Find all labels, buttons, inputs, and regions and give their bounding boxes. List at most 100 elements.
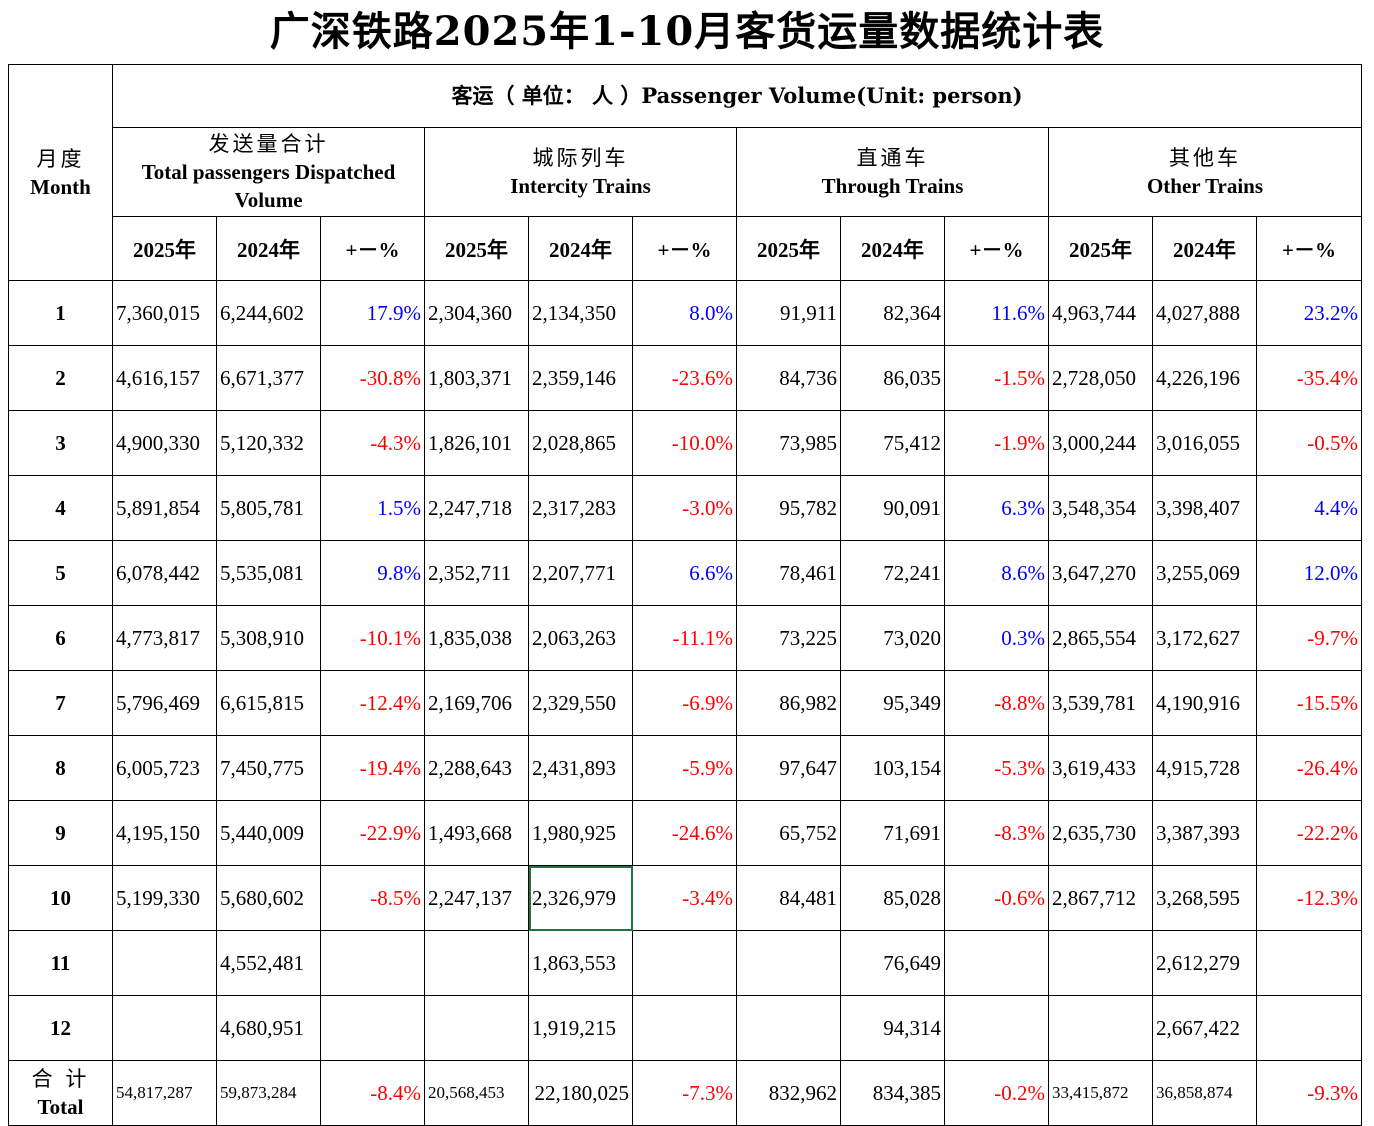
value-cell[interactable]: 2,865,554 — [1048, 605, 1153, 671]
percent-change-cell[interactable]: -1.9% — [944, 410, 1049, 476]
value-cell[interactable]: 1,919,215 — [528, 995, 633, 1061]
value-cell[interactable]: 2,359,146 — [528, 345, 633, 411]
value-cell[interactable]: 5,805,781 — [216, 475, 321, 541]
value-cell[interactable]: 2,134,350 — [528, 280, 633, 346]
month-cell[interactable]: 3 — [8, 410, 113, 476]
value-cell[interactable]: 2,667,422 — [1152, 995, 1257, 1061]
subheader-cell[interactable]: +－% — [632, 216, 737, 281]
month-cell[interactable]: 8 — [8, 735, 113, 801]
month-cell[interactable]: 4 — [8, 475, 113, 541]
value-cell[interactable]: 2,326,979 — [528, 865, 633, 931]
percent-change-cell[interactable]: -10.0% — [632, 410, 737, 476]
percent-change-cell[interactable]: 4.4% — [1256, 475, 1362, 541]
value-cell[interactable]: 4,680,951 — [216, 995, 321, 1061]
value-cell[interactable]: 3,255,069 — [1152, 540, 1257, 606]
percent-change-cell[interactable]: 8.6% — [944, 540, 1049, 606]
value-cell[interactable]: 2,169,706 — [424, 670, 529, 736]
total-value-cell[interactable]: 54,817,287 — [112, 1060, 217, 1126]
value-cell[interactable]: 6,671,377 — [216, 345, 321, 411]
group-header-intercity[interactable]: 城际列车 Intercity Trains — [424, 127, 737, 217]
subheader-cell[interactable]: 2025年 — [424, 216, 529, 281]
percent-change-cell[interactable]: -0.5% — [1256, 410, 1362, 476]
percent-change-cell[interactable]: -8.5% — [320, 865, 425, 931]
value-cell[interactable]: 65,752 — [736, 800, 841, 866]
subheader-cell[interactable]: 2024年 — [528, 216, 633, 281]
total-value-cell[interactable]: 20,568,453 — [424, 1060, 529, 1126]
value-cell[interactable] — [112, 930, 217, 996]
value-cell[interactable]: 4,552,481 — [216, 930, 321, 996]
month-cell[interactable]: 2 — [8, 345, 113, 411]
percent-change-cell[interactable]: 9.8% — [320, 540, 425, 606]
percent-change-cell[interactable]: 11.6% — [944, 280, 1049, 346]
value-cell[interactable]: 4,915,728 — [1152, 735, 1257, 801]
total-value-cell[interactable]: 22,180,025 — [528, 1060, 633, 1126]
value-cell[interactable]: 3,647,270 — [1048, 540, 1153, 606]
value-cell[interactable]: 4,773,817 — [112, 605, 217, 671]
value-cell[interactable]: 2,317,283 — [528, 475, 633, 541]
value-cell[interactable]: 6,244,602 — [216, 280, 321, 346]
month-cell[interactable]: 9 — [8, 800, 113, 866]
value-cell[interactable]: 85,028 — [840, 865, 945, 931]
value-cell[interactable]: 5,199,330 — [112, 865, 217, 931]
month-cell[interactable]: 12 — [8, 995, 113, 1061]
value-cell[interactable]: 5,440,009 — [216, 800, 321, 866]
percent-change-cell[interactable]: -30.8% — [320, 345, 425, 411]
percent-change-cell[interactable] — [320, 995, 425, 1061]
value-cell[interactable]: 103,154 — [840, 735, 945, 801]
value-cell[interactable]: 3,000,244 — [1048, 410, 1153, 476]
percent-change-cell[interactable]: -22.2% — [1256, 800, 1362, 866]
value-cell[interactable]: 1,835,038 — [424, 605, 529, 671]
value-cell[interactable]: 86,035 — [840, 345, 945, 411]
value-cell[interactable]: 75,412 — [840, 410, 945, 476]
month-cell[interactable]: 11 — [8, 930, 113, 996]
value-cell[interactable]: 2,247,718 — [424, 475, 529, 541]
value-cell[interactable]: 84,481 — [736, 865, 841, 931]
subheader-cell[interactable]: +－% — [320, 216, 425, 281]
month-cell[interactable]: 6 — [8, 605, 113, 671]
value-cell[interactable]: 5,796,469 — [112, 670, 217, 736]
value-cell[interactable]: 1,863,553 — [528, 930, 633, 996]
group-header-through[interactable]: 直通车 Through Trains — [736, 127, 1049, 217]
value-cell[interactable]: 72,241 — [840, 540, 945, 606]
value-cell[interactable]: 2,247,137 — [424, 865, 529, 931]
month-cell[interactable]: 10 — [8, 865, 113, 931]
value-cell[interactable]: 3,398,407 — [1152, 475, 1257, 541]
subheader-cell[interactable]: 2025年 — [736, 216, 841, 281]
percent-change-cell[interactable]: -5.9% — [632, 735, 737, 801]
percent-change-cell[interactable]: -24.6% — [632, 800, 737, 866]
value-cell[interactable]: 95,782 — [736, 475, 841, 541]
value-cell[interactable]: 91,911 — [736, 280, 841, 346]
value-cell[interactable]: 95,349 — [840, 670, 945, 736]
value-cell[interactable]: 2,288,643 — [424, 735, 529, 801]
percent-change-cell[interactable] — [632, 995, 737, 1061]
value-cell[interactable] — [736, 995, 841, 1061]
percent-change-cell[interactable] — [1256, 995, 1362, 1061]
value-cell[interactable] — [112, 995, 217, 1061]
total-value-cell[interactable]: 832,962 — [736, 1060, 841, 1126]
value-cell[interactable]: 94,314 — [840, 995, 945, 1061]
value-cell[interactable]: 73,225 — [736, 605, 841, 671]
value-cell[interactable]: 6,005,723 — [112, 735, 217, 801]
value-cell[interactable]: 4,963,744 — [1048, 280, 1153, 346]
value-cell[interactable] — [736, 930, 841, 996]
total-percent-cell[interactable]: -7.3% — [632, 1060, 737, 1126]
value-cell[interactable]: 4,190,916 — [1152, 670, 1257, 736]
percent-change-cell[interactable] — [1256, 930, 1362, 996]
total-percent-cell[interactable]: -9.3% — [1256, 1060, 1362, 1126]
percent-change-cell[interactable]: 12.0% — [1256, 540, 1362, 606]
percent-change-cell[interactable]: -0.6% — [944, 865, 1049, 931]
value-cell[interactable]: 1,980,925 — [528, 800, 633, 866]
total-percent-cell[interactable]: -8.4% — [320, 1060, 425, 1126]
group-header-other[interactable]: 其他车 Other Trains — [1048, 127, 1362, 217]
value-cell[interactable]: 6,078,442 — [112, 540, 217, 606]
value-cell[interactable]: 3,016,055 — [1152, 410, 1257, 476]
value-cell[interactable]: 2,304,360 — [424, 280, 529, 346]
value-cell[interactable]: 2,352,711 — [424, 540, 529, 606]
value-cell[interactable]: 3,539,781 — [1048, 670, 1153, 736]
percent-change-cell[interactable]: 23.2% — [1256, 280, 1362, 346]
percent-change-cell[interactable]: -1.5% — [944, 345, 1049, 411]
percent-change-cell[interactable] — [632, 930, 737, 996]
percent-change-cell[interactable]: -15.5% — [1256, 670, 1362, 736]
percent-change-cell[interactable]: -3.4% — [632, 865, 737, 931]
value-cell[interactable]: 2,063,263 — [528, 605, 633, 671]
